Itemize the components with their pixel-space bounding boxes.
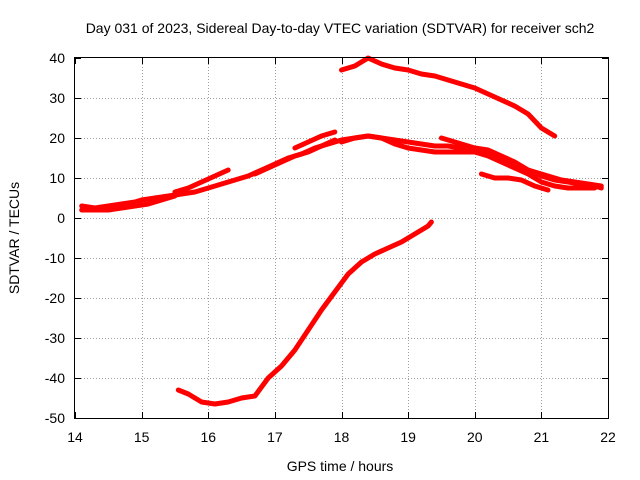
y-tick-label: -40 [45,370,65,386]
x-tick-label: 14 [67,429,83,445]
y-tick-label: 20 [49,130,65,146]
x-tick-label: 18 [334,429,350,445]
y-tick-label: -20 [45,290,65,306]
y-tick-label: 10 [49,170,65,186]
x-axis-label: GPS time / hours [287,458,394,474]
series-line-track-g [438,135,604,189]
y-tick-label: 40 [49,50,65,66]
x-tick-label: 22 [600,429,616,445]
series-line-track-b [79,193,178,213]
y-axis-ticks: -50 -40 -30 -20 -10 0 10 20 30 40 [45,50,608,426]
x-tick-label: 17 [267,429,283,445]
y-tick-label: -30 [45,330,65,346]
series-line-track-f [339,133,598,191]
series-layer [79,55,604,407]
chart-title: Day 031 of 2023, Sidereal Day-to-day VTE… [86,20,595,36]
x-tick-label: 19 [400,429,416,445]
y-tick-label: 30 [49,90,65,106]
y-tick-label: 0 [57,210,65,226]
series-line-track-d [252,137,338,177]
y-tick-label: -10 [45,250,65,266]
plot-frame [74,57,609,419]
x-axis-ticks: 14 15 16 17 18 19 20 21 22 [67,58,616,445]
y-axis-label: SDTVAR / TECUs [6,182,22,294]
x-tick-label: 20 [467,429,483,445]
series-line-track-i [339,55,558,139]
x-tick-label: 15 [134,429,150,445]
x-tick-label: 16 [200,429,216,445]
series-line-track-j [175,219,434,407]
series-line-track-c [172,167,231,195]
series-line-track-e [292,129,338,151]
x-tick-label: 21 [534,429,550,445]
series-line-track-h [478,171,551,193]
y-tick-label: -50 [45,410,65,426]
